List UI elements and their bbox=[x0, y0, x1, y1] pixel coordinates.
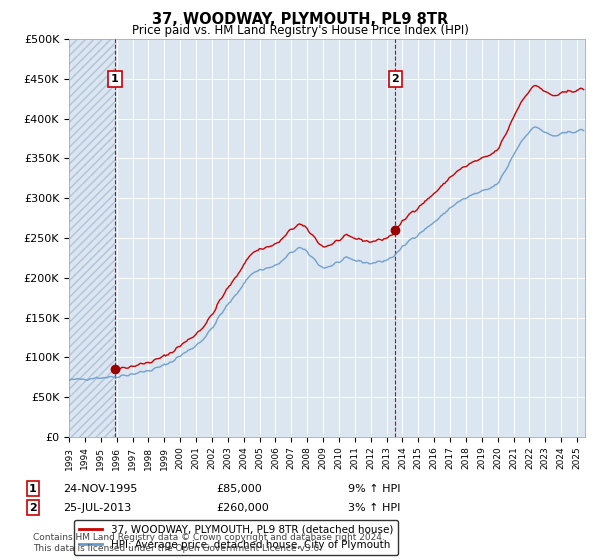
Text: Contains HM Land Registry data © Crown copyright and database right 2024.
This d: Contains HM Land Registry data © Crown c… bbox=[33, 533, 385, 553]
Text: 2: 2 bbox=[392, 74, 400, 84]
Bar bbox=[69, 39, 115, 437]
Legend: 37, WOODWAY, PLYMOUTH, PL9 8TR (detached house), HPI: Average price, detached ho: 37, WOODWAY, PLYMOUTH, PL9 8TR (detached… bbox=[74, 520, 398, 555]
Text: 1: 1 bbox=[111, 74, 119, 84]
Text: 24-NOV-1995: 24-NOV-1995 bbox=[63, 484, 137, 494]
Text: £85,000: £85,000 bbox=[216, 484, 262, 494]
Text: Price paid vs. HM Land Registry's House Price Index (HPI): Price paid vs. HM Land Registry's House … bbox=[131, 24, 469, 37]
Text: 1: 1 bbox=[29, 484, 37, 494]
Text: 37, WOODWAY, PLYMOUTH, PL9 8TR: 37, WOODWAY, PLYMOUTH, PL9 8TR bbox=[152, 12, 448, 27]
Text: 3% ↑ HPI: 3% ↑ HPI bbox=[348, 503, 400, 513]
Text: 25-JUL-2013: 25-JUL-2013 bbox=[63, 503, 131, 513]
Text: £260,000: £260,000 bbox=[216, 503, 269, 513]
Text: 9% ↑ HPI: 9% ↑ HPI bbox=[348, 484, 401, 494]
Text: 2: 2 bbox=[29, 503, 37, 513]
